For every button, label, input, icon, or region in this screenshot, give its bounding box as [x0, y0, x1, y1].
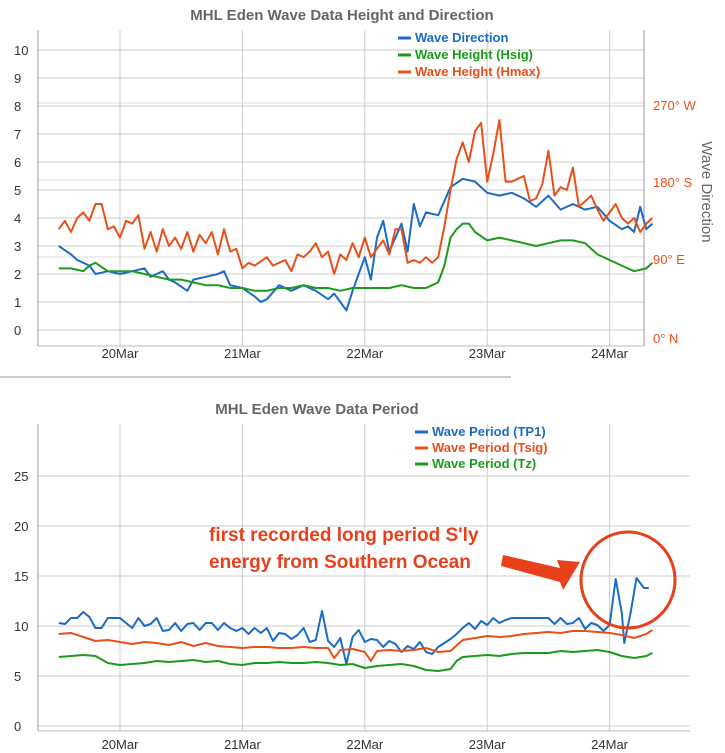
y-tick-label: 10	[14, 619, 28, 634]
x-tick-label: 21Mar	[224, 737, 262, 752]
y2-tick-label: 180° S	[653, 175, 693, 190]
y-tick-label: 6	[14, 155, 21, 170]
y-tick-label: 0	[14, 719, 21, 734]
bottom-chart-y-ticks: 0 5 10 15 20 25	[14, 469, 28, 734]
x-tick-label: 22Mar	[346, 346, 384, 361]
x-tick-label: 23Mar	[469, 737, 507, 752]
bottom-chart-title: MHL Eden Wave Data Period	[215, 401, 418, 418]
y2-tick-label: 0° N	[653, 331, 678, 346]
legend-label: Wave Direction	[415, 30, 508, 45]
top-chart-title: MHL Eden Wave Data Height and Direction	[190, 7, 493, 24]
annotation-arrow	[501, 555, 580, 590]
x-tick-label: 24Mar	[591, 737, 629, 752]
top-chart-x-ticks: 20Mar 21Mar 22Mar 23Mar 24Mar	[102, 346, 629, 361]
annotation-line-2: energy from Southern Ocean	[209, 552, 471, 573]
top-chart-y-ticks: 0 1 2 3 4 5 6 7 8 9 10	[14, 43, 28, 338]
y-tick-label: 5	[14, 669, 21, 684]
period-chart: MHL Eden Wave Data Period 0 5 10 15 20 25 20M…	[14, 401, 690, 752]
top-chart-y2-label: Wave Direction	[698, 141, 715, 242]
y-tick-label: 1	[14, 295, 21, 310]
x-tick-label: 20Mar	[102, 737, 140, 752]
x-tick-label: 20Mar	[102, 346, 140, 361]
y-tick-label: 0	[14, 323, 21, 338]
y2-tick-label: 90° E	[653, 252, 685, 267]
legend-label: Wave Period (Tz)	[432, 456, 536, 471]
legend-label: Wave Period (Tsig)	[432, 440, 548, 455]
y-tick-label: 25	[14, 469, 28, 484]
top-chart-y2-ticks: 0° N 90° E 180° S 270° W	[653, 98, 697, 346]
x-tick-label: 23Mar	[469, 346, 507, 361]
x-tick-label: 21Mar	[224, 346, 262, 361]
annotation-circle	[579, 530, 677, 630]
y-tick-label: 2	[14, 267, 21, 282]
series-line-wave-direction	[58, 177, 654, 312]
bottom-chart-grid	[38, 424, 690, 731]
series-line-wave-period-tp1	[58, 577, 649, 665]
bottom-chart-series	[58, 577, 653, 672]
y-tick-label: 7	[14, 127, 21, 142]
legend-label: Wave Period (TP1)	[432, 424, 546, 439]
annotation-line-1: first recorded long period S'ly	[209, 525, 479, 546]
y-tick-label: 8	[14, 99, 21, 114]
y2-tick-label: 270° W	[653, 98, 697, 113]
series-line-wave-height-hsig	[58, 222, 654, 292]
series-line-wave-period-tz	[58, 649, 653, 672]
y-tick-label: 20	[14, 519, 28, 534]
y-tick-label: 10	[14, 43, 28, 58]
series-line-wave-height-hmax	[57, 119, 654, 275]
bottom-chart-legend: Wave Period (TP1)Wave Period (Tsig)Wave …	[415, 424, 548, 471]
y-tick-label: 9	[14, 71, 21, 86]
x-tick-label: 24Mar	[591, 346, 629, 361]
height-direction-chart: MHL Eden Wave Data Height and Direction …	[14, 7, 715, 361]
series-line-wave-period-tsig	[58, 629, 653, 662]
top-chart-grid	[38, 30, 644, 346]
annotation: first recorded long period S'ly energy f…	[209, 525, 677, 630]
y-tick-label: 3	[14, 239, 21, 254]
y-tick-label: 4	[14, 211, 21, 226]
x-tick-label: 22Mar	[346, 737, 384, 752]
bottom-chart-x-ticks: 20Mar 21Mar 22Mar 23Mar 24Mar	[102, 737, 629, 752]
legend-label: Wave Height (Hsig)	[415, 47, 533, 62]
y-tick-label: 15	[14, 569, 28, 584]
top-chart-series	[57, 119, 654, 312]
y-tick-label: 5	[14, 183, 21, 198]
top-chart-legend: Wave Direction Wave Height (Hsig) Wave Hei…	[398, 30, 540, 79]
legend-label: Wave Height (Hmax)	[415, 64, 540, 79]
